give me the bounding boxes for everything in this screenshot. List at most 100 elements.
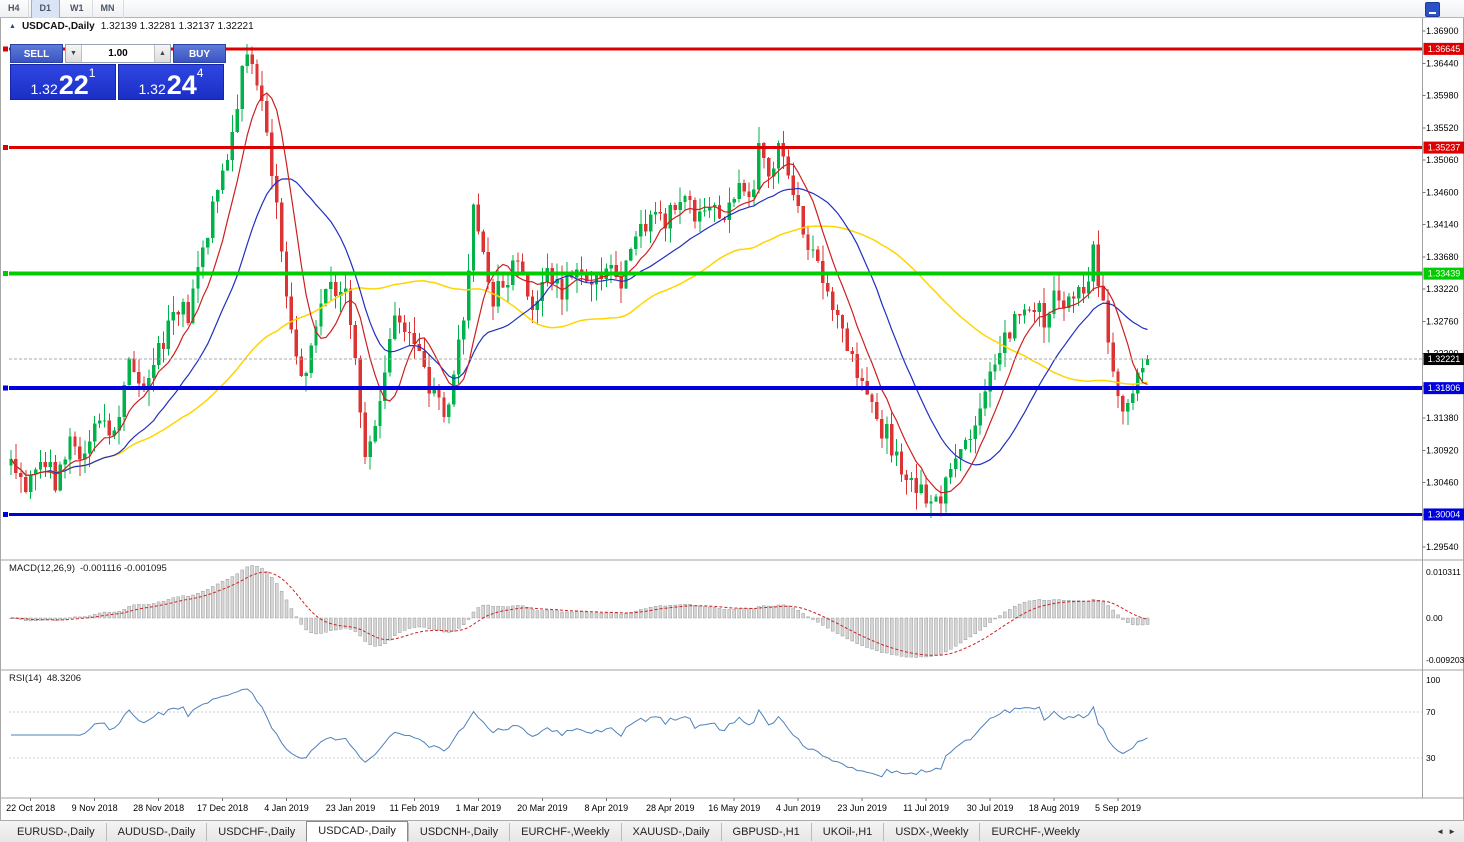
chart-tab-usdx-weekly[interactable]: USDX-,Weekly bbox=[883, 822, 979, 841]
chart-tab-usdcad-daily[interactable]: USDCAD-,Daily bbox=[306, 821, 408, 842]
svg-text:18 Aug 2019: 18 Aug 2019 bbox=[1029, 803, 1080, 813]
rsi-pane bbox=[9, 688, 1422, 778]
chart-window: 1.36900 1.36440 1.35980 1.35520 1.35060 1.346… bbox=[0, 18, 1464, 820]
svg-text:4 Jan 2019: 4 Jan 2019 bbox=[264, 803, 309, 813]
svg-text:1.34600: 1.34600 bbox=[1426, 187, 1459, 197]
svg-text:1.35237: 1.35237 bbox=[1428, 143, 1461, 153]
price-axis[interactable]: 1.36900 1.36440 1.35980 1.35520 1.35060 1.346… bbox=[1422, 26, 1464, 552]
buy-price-base: 1.32 bbox=[138, 81, 166, 97]
rsi-axis[interactable]: 100 70 30 bbox=[1426, 675, 1440, 763]
tab-scroll-right-icon[interactable]: ► bbox=[1448, 827, 1456, 836]
svg-text:1.32221: 1.32221 bbox=[1428, 354, 1461, 364]
svg-text:16 May 2019: 16 May 2019 bbox=[708, 803, 760, 813]
chart-tab-eurusd-daily[interactable]: EURUSD-,Daily bbox=[17, 825, 95, 838]
macd-name: MACD(12,26,9) bbox=[9, 563, 75, 574]
buy-price-point: 4 bbox=[196, 66, 204, 80]
date-axis[interactable]: 22 Oct 2018 9 Nov 2018 28 Nov 2018 17 Dec 2… bbox=[6, 798, 1141, 813]
svg-text:1.35980: 1.35980 bbox=[1426, 91, 1459, 101]
svg-text:1.29540: 1.29540 bbox=[1426, 542, 1459, 552]
blue-square-icon[interactable] bbox=[1425, 2, 1440, 17]
chart-tab-xauusd-daily[interactable]: XAUUSD-,Daily bbox=[620, 822, 721, 841]
svg-text:1.33439: 1.33439 bbox=[1428, 269, 1461, 279]
timeframe-button-d1[interactable]: D1 bbox=[30, 0, 61, 19]
svg-text:1.36900: 1.36900 bbox=[1426, 26, 1459, 36]
svg-text:1 Mar 2019: 1 Mar 2019 bbox=[456, 803, 502, 813]
svg-text:1.36645: 1.36645 bbox=[1428, 44, 1461, 54]
chart-canvas[interactable]: 1.36900 1.36440 1.35980 1.35520 1.35060 1.346… bbox=[1, 18, 1464, 820]
svg-text:1.33220: 1.33220 bbox=[1426, 284, 1459, 294]
svg-text:23 Jan 2019: 23 Jan 2019 bbox=[326, 803, 376, 813]
chart-tab-audusd-daily[interactable]: AUDUSD-,Daily bbox=[105, 822, 207, 841]
svg-text:1.33680: 1.33680 bbox=[1426, 252, 1459, 262]
macd-pane-label: MACD(12,26,9) -0.001116 -0.001095 bbox=[9, 563, 167, 574]
svg-text:1.35060: 1.35060 bbox=[1426, 155, 1459, 165]
svg-text:4 Jun 2019: 4 Jun 2019 bbox=[776, 803, 821, 813]
volume-value[interactable]: 1.00 bbox=[108, 48, 128, 59]
tab-scroll-arrows: ◄ ► bbox=[1436, 827, 1464, 836]
sell-button[interactable]: SELL bbox=[10, 44, 63, 63]
chart-tab-bar: EURUSD-,Daily AUDUSD-,Daily USDCHF-,Daily U… bbox=[0, 820, 1464, 842]
rsi-value: 48.3206 bbox=[46, 673, 82, 684]
buy-button[interactable]: BUY bbox=[173, 44, 226, 63]
tab-scroll-left-icon[interactable]: ◄ bbox=[1436, 827, 1445, 836]
chart-tab-gbpusd-h1[interactable]: GBPUSD-,H1 bbox=[720, 822, 811, 841]
svg-text:9 Nov 2018: 9 Nov 2018 bbox=[72, 803, 118, 813]
svg-text:1.31806: 1.31806 bbox=[1428, 383, 1461, 393]
svg-text:8 Apr 2019: 8 Apr 2019 bbox=[585, 803, 629, 813]
pane-separators[interactable] bbox=[1, 18, 1464, 799]
timeframe-button-h4[interactable]: H4 bbox=[0, 0, 29, 18]
svg-text:5 Sep 2019: 5 Sep 2019 bbox=[1095, 803, 1141, 813]
svg-text:17 Dec 2018: 17 Dec 2018 bbox=[197, 803, 248, 813]
svg-text:0.00: 0.00 bbox=[1426, 613, 1443, 623]
svg-text:23 Jun 2019: 23 Jun 2019 bbox=[837, 803, 887, 813]
chart-tab-usdcnh-daily[interactable]: USDCNH-,Daily bbox=[407, 822, 509, 841]
chart-symbol-label: USDCAD-,Daily bbox=[21, 21, 95, 32]
svg-text:1.35520: 1.35520 bbox=[1426, 123, 1459, 133]
svg-text:28 Apr 2019: 28 Apr 2019 bbox=[646, 803, 695, 813]
svg-text:20 Mar 2019: 20 Mar 2019 bbox=[517, 803, 568, 813]
rsi-pane-label: RSI(14) 48.3206 bbox=[9, 673, 81, 684]
svg-text:28 Nov 2018: 28 Nov 2018 bbox=[133, 803, 184, 813]
svg-text:70: 70 bbox=[1426, 707, 1436, 717]
svg-text:1.36440: 1.36440 bbox=[1426, 58, 1459, 68]
sell-price-pips: 22 bbox=[58, 69, 89, 100]
chart-tab-eurchf-weekly[interactable]: EURCHF-,Weekly bbox=[979, 822, 1090, 841]
svg-text:30: 30 bbox=[1426, 753, 1436, 763]
svg-text:11 Feb 2019: 11 Feb 2019 bbox=[390, 803, 440, 813]
svg-text:100: 100 bbox=[1426, 675, 1440, 685]
moving-averages bbox=[10, 92, 1148, 494]
sell-price-button[interactable]: 1.32 22 1 bbox=[10, 64, 116, 100]
chart-tab-eurchf-weekly[interactable]: EURCHF-,Weekly bbox=[509, 822, 620, 841]
chart-tab-usdchf-daily[interactable]: USDCHF-,Daily bbox=[206, 822, 306, 841]
svg-text:30 Jul 2019: 30 Jul 2019 bbox=[967, 803, 1014, 813]
volume-decrease-icon[interactable]: ▼ bbox=[66, 45, 82, 62]
timeframe-button-mn[interactable]: MN bbox=[93, 0, 124, 18]
candlesticks bbox=[9, 44, 1150, 518]
svg-text:1.31380: 1.31380 bbox=[1426, 413, 1459, 423]
svg-text:1.30004: 1.30004 bbox=[1428, 509, 1461, 519]
buy-price-button[interactable]: 1.32 24 4 bbox=[118, 64, 224, 100]
horizontal-lines[interactable] bbox=[3, 46, 1422, 517]
chart-ohlc-values: 1.32139 1.32281 1.32137 1.32221 bbox=[100, 21, 254, 32]
one-click-trade-panel: SELL ▼ 1.00 ▲ BUY 1.32 22 1 1.32 24 4 bbox=[10, 44, 226, 100]
timeframe-button-w1[interactable]: W1 bbox=[62, 0, 93, 18]
svg-text:11 Jul 2019: 11 Jul 2019 bbox=[903, 803, 949, 813]
sell-price-base: 1.32 bbox=[30, 81, 58, 97]
svg-text:1.30460: 1.30460 bbox=[1426, 478, 1459, 488]
svg-text:0.010311: 0.010311 bbox=[1426, 567, 1461, 577]
volume-increase-icon[interactable]: ▲ bbox=[154, 45, 170, 62]
chart-title: ▲ USDCAD-,Daily 1.32139 1.32281 1.32137 … bbox=[9, 21, 254, 32]
buy-price-pips: 24 bbox=[166, 69, 197, 100]
volume-stepper[interactable]: ▼ 1.00 ▲ bbox=[65, 44, 171, 63]
macd-pane bbox=[9, 565, 1150, 658]
timeframe-toolbar: H4 D1 W1 MN bbox=[0, 0, 1464, 19]
chart-tab-ukoil-h1[interactable]: UKOil-,H1 bbox=[810, 822, 884, 841]
sell-price-point: 1 bbox=[88, 66, 96, 80]
chart-window-icon: ▲ bbox=[9, 23, 16, 30]
svg-text:22 Oct 2018: 22 Oct 2018 bbox=[6, 803, 55, 813]
macd-axis[interactable]: 0.010311 0.00 -0.009203 bbox=[1426, 567, 1464, 665]
macd-values: -0.001116 -0.001095 bbox=[80, 563, 167, 574]
rsi-name: RSI(14) bbox=[9, 673, 42, 684]
svg-text:1.34140: 1.34140 bbox=[1426, 220, 1459, 230]
